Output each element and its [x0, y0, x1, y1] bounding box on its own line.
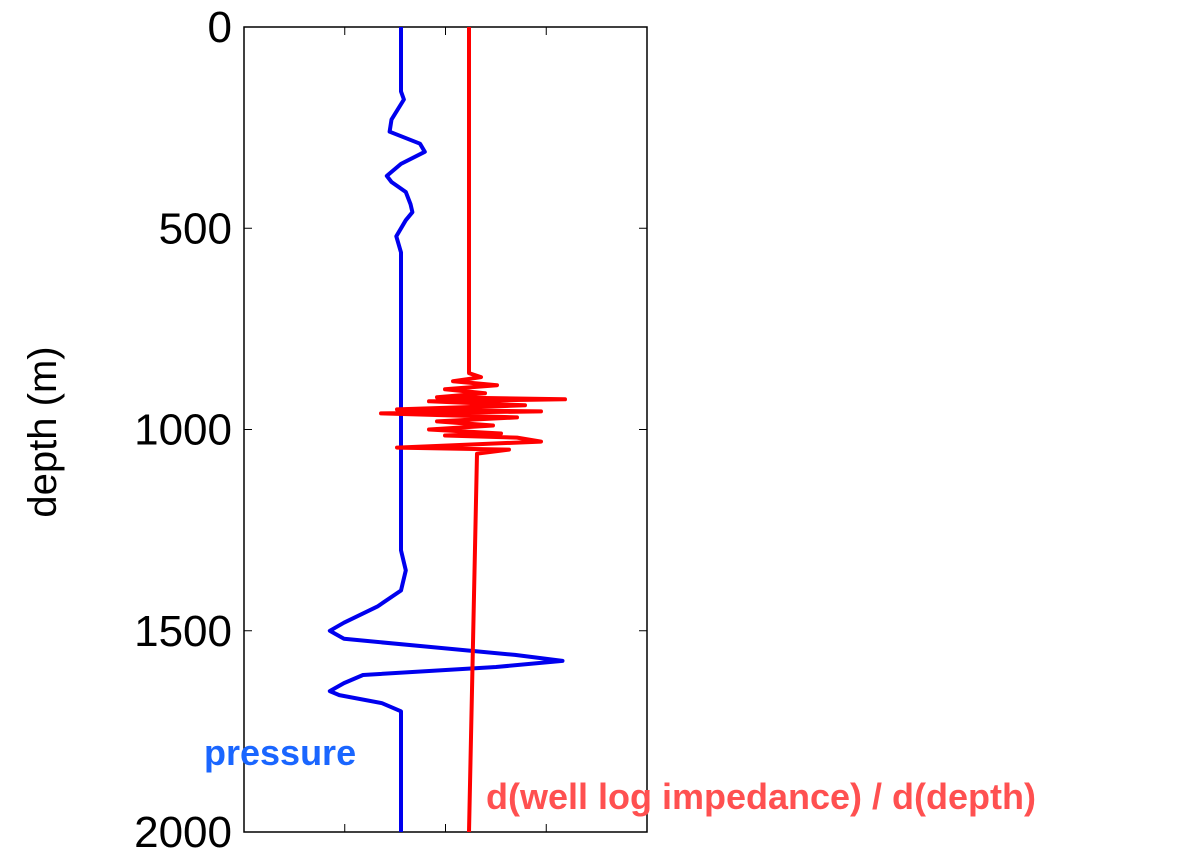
y-ticks: 0 500 1000 1500 2000	[134, 3, 647, 856]
series-layer	[327, 27, 567, 833]
y-tick-label: 2000	[134, 808, 232, 856]
series-label-pressure: pressure	[204, 732, 356, 773]
y-tick-label: 0	[208, 3, 232, 52]
y-axis-label: depth (m)	[21, 346, 65, 517]
y-tick-label: 1000	[134, 406, 232, 455]
y-tick-label: 1500	[134, 607, 232, 656]
series-line-1	[379, 27, 567, 833]
series-label-impedance: d(well log impedance) / d(depth)	[486, 776, 1036, 817]
series-line-0	[327, 27, 565, 832]
x-ticks	[344, 27, 547, 832]
y-tick-label: 500	[159, 204, 232, 253]
